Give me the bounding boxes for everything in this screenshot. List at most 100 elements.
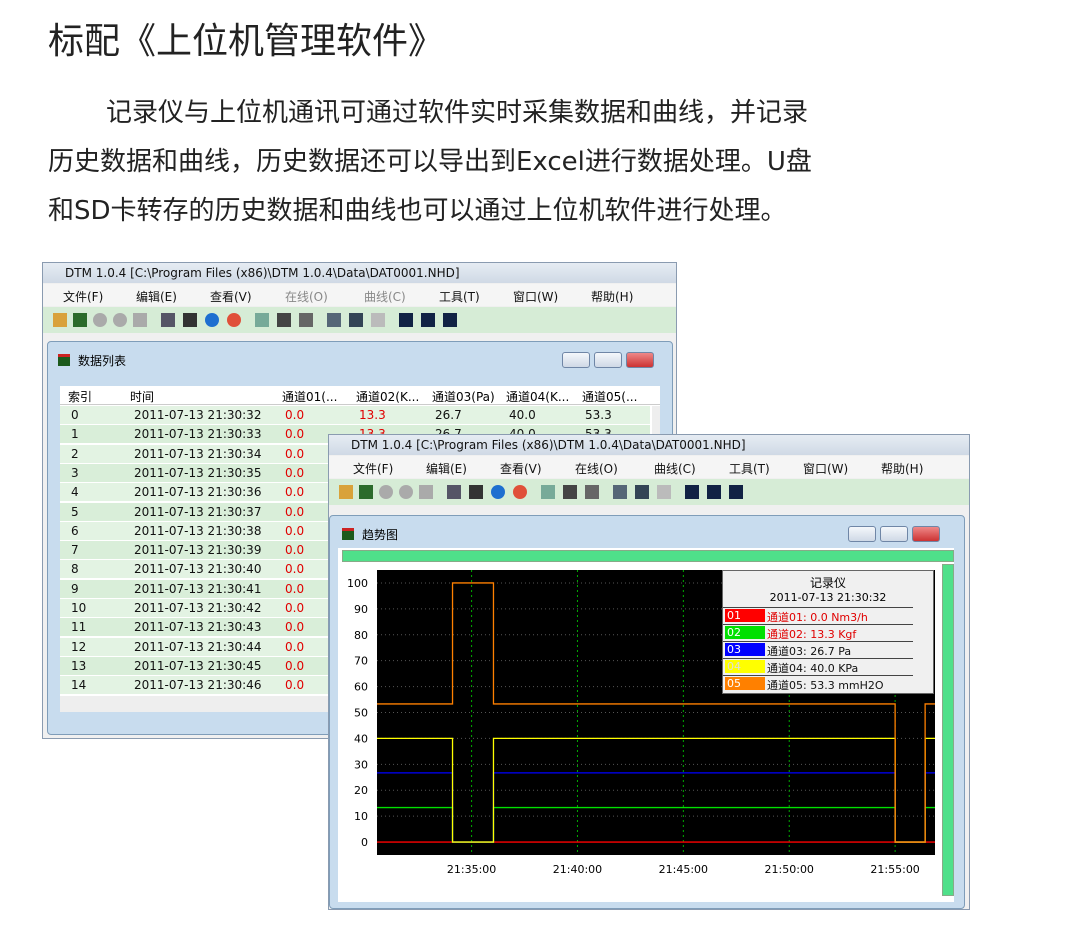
tool-icon[interactable] [73,313,87,327]
y-tick-label: 30 [354,758,368,771]
paragraph-line: 和SD卡转存的历史数据和曲线也可以通过上位机软件进行处理。 [48,196,787,226]
tool-icon[interactable] [205,313,219,327]
tool-icon[interactable] [447,485,461,499]
y-tick-label: 70 [354,655,368,668]
tool-icon[interactable] [227,313,241,327]
table-cell: 0.0 [285,562,305,577]
menu-item[interactable]: 编辑(E) [136,290,177,304]
legend: 记录仪 2011-07-13 21:30:32 01 通道01: 0.0 Nm3/… [722,570,934,694]
legend-code: 05 [725,677,765,690]
column-header[interactable]: 通道01(... [282,390,338,404]
table-row [60,406,650,424]
column-header[interactable]: 索引 [68,390,93,404]
table-cell: 2011-07-13 21:30:35 [134,465,262,480]
window-title: DTM 1.0.4 [C:\Program Files (x86)\DTM 1.… [329,435,969,455]
maximize-button[interactable] [880,526,908,542]
maximize-button[interactable] [594,352,622,368]
tool-icon[interactable] [359,485,373,499]
menu-item[interactable]: 窗口(W) [513,290,559,304]
table-cell: 2011-07-13 21:30:45 [134,658,262,673]
tool-icon[interactable] [685,485,699,499]
table-cell: 11 [71,620,87,635]
column-header[interactable]: 通道03(Pa) [432,390,495,404]
menu-item[interactable]: 文件(F) [63,290,104,304]
menu-item[interactable]: 窗口(W) [803,462,849,476]
y-tick-label: 60 [354,681,368,694]
menu-item[interactable]: 曲线(C) [654,462,696,476]
table-cell: 7 [71,543,79,558]
tool-icon[interactable] [349,313,363,327]
tool-icon[interactable] [53,313,67,327]
tool-icon[interactable] [443,313,457,327]
menu-item[interactable]: 在线(O) [285,290,328,304]
tool-icon[interactable] [707,485,721,499]
tool-icon[interactable] [563,485,577,499]
table-cell: 4 [71,485,79,500]
paragraph-line: 记录仪与上位机通讯可通过软件实时采集数据和曲线，并记录 [106,98,809,128]
x-tick-label: 21:45:00 [659,863,708,876]
table-cell: 0.0 [285,504,305,519]
legend-time: 2011-07-13 21:30:32 [769,591,887,604]
tool-icon[interactable] [183,313,197,327]
table-cell: 8 [71,562,79,577]
menu-item[interactable]: 工具(T) [439,290,480,304]
legend-entry: 通道05: 53.3 mmH2O [767,679,884,692]
column-header[interactable]: 时间 [130,390,155,404]
table-cell: 2011-07-13 21:30:46 [134,678,262,693]
scroll-bar[interactable] [942,564,954,896]
toolbar [329,479,969,505]
x-tick-label: 21:55:00 [870,863,919,876]
tool-icon[interactable] [635,485,649,499]
menu-item[interactable]: 编辑(E) [426,462,467,476]
menu-item[interactable]: 曲线(C) [364,290,406,304]
tool-icon[interactable] [371,313,385,327]
y-tick-label: 20 [354,784,368,797]
tool-icon[interactable] [541,485,555,499]
table-cell: 0.0 [285,639,305,654]
tool-icon[interactable] [327,313,341,327]
tool-icon[interactable] [469,485,483,499]
tool-icon[interactable] [339,485,353,499]
table-cell: 14 [71,678,87,693]
tool-icon[interactable] [729,485,743,499]
paragraph-line: 历史数据和曲线，历史数据还可以导出到Excel进行数据处理。U盘 [48,147,812,177]
tool-icon[interactable] [585,485,599,499]
menu-item[interactable]: 帮助(H) [591,290,634,304]
column-header[interactable]: 通道05(... [582,390,638,404]
menu-item[interactable]: 查看(V) [210,290,252,304]
tool-icon[interactable] [379,485,393,499]
tool-icon[interactable] [419,485,433,499]
table-cell: 0 [71,408,79,422]
tool-icon[interactable] [657,485,671,499]
close-button[interactable] [626,352,654,368]
menu-item[interactable]: 在线(O) [575,462,618,476]
tool-icon[interactable] [421,313,435,327]
minimize-button[interactable] [848,526,876,542]
column-header[interactable]: 通道04(K... [506,390,570,404]
tool-icon[interactable] [513,485,527,499]
tool-icon[interactable] [399,485,413,499]
menu-item[interactable]: 文件(F) [353,462,394,476]
tool-icon[interactable] [113,313,127,327]
tool-icon[interactable] [399,313,413,327]
table-cell: 40.0 [509,408,536,422]
tool-icon[interactable] [613,485,627,499]
table-cell: 10 [71,601,87,615]
close-button[interactable] [912,526,940,542]
tool-icon[interactable] [277,313,291,327]
tool-icon[interactable] [299,313,313,327]
column-header[interactable]: 通道02(K... [356,390,420,404]
menu-item[interactable]: 工具(T) [729,462,770,476]
legend-code: 01 [725,609,765,622]
tool-icon[interactable] [133,313,147,327]
tool-icon[interactable] [161,313,175,327]
tool-icon[interactable] [255,313,269,327]
menu-item[interactable]: 帮助(H) [881,462,924,476]
minimize-button[interactable] [562,352,590,368]
tool-icon[interactable] [93,313,107,327]
scroll-bar[interactable] [342,550,954,562]
table-cell: 0.0 [285,427,305,442]
table-cell: 0.0 [285,485,305,500]
menu-item[interactable]: 查看(V) [500,462,542,476]
tool-icon[interactable] [491,485,505,499]
